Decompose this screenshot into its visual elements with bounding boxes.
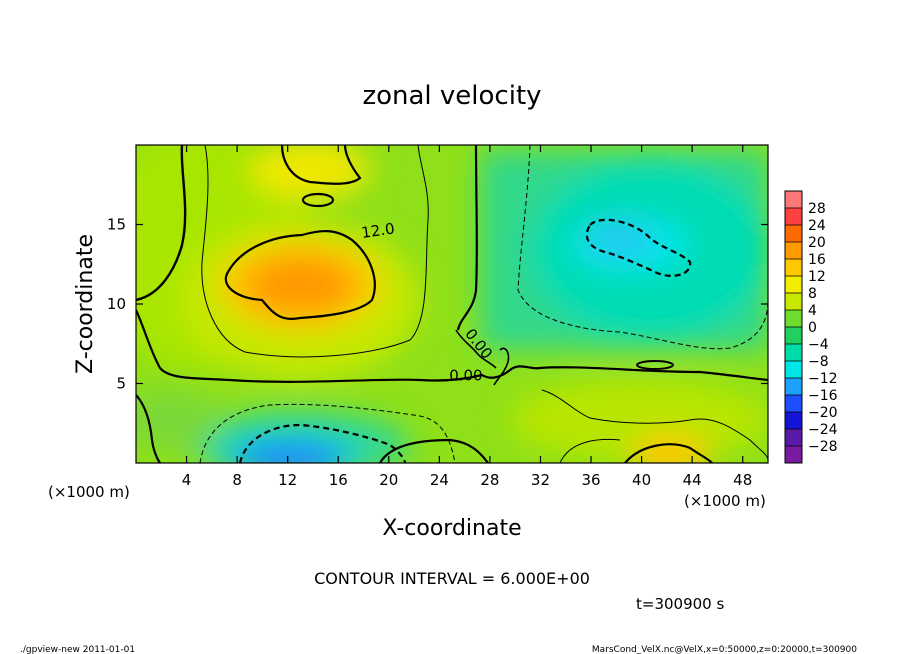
x-tick-label: 4 (182, 471, 192, 489)
colorbar-label: 4 (808, 303, 817, 319)
x-axis-ticks: 4 8 12 16 20 24 28 32 36 40 44 48 (182, 145, 752, 489)
colorbar-segment (785, 429, 802, 447)
footer-right: MarsCond_VelX.nc@VelX,x=0:50000,z=0:2000… (592, 645, 857, 654)
colorbar-segment (785, 225, 802, 243)
contour-12-small (301, 192, 335, 208)
colorbar-label: 20 (808, 235, 826, 251)
x-axis-label: X-coordinate (382, 516, 521, 541)
colorbar-segment (785, 208, 802, 226)
contour-neg6-lower (199, 403, 456, 463)
colorbar-label: 0 (808, 320, 817, 336)
colorbar-segment (785, 242, 802, 260)
contour-lines (136, 145, 768, 463)
colorbar-segment (785, 293, 802, 311)
colorbar-label: −12 (808, 371, 838, 387)
contour-12-top (280, 145, 362, 185)
x-tick-label: 8 (232, 471, 242, 489)
colorbar-segment (785, 310, 802, 328)
colorbar-segment (785, 327, 802, 345)
y-axis-ticks: 5 10 15 (107, 216, 768, 393)
colorbar-segment (785, 378, 802, 396)
x-tick-label: 20 (379, 471, 398, 489)
colorbar-segment (785, 191, 802, 209)
contour-0-vertical (456, 145, 478, 331)
chart-title: zonal velocity (362, 81, 541, 111)
contour-0-lower (136, 309, 768, 383)
contour-0-bottom-left (136, 394, 161, 463)
contour-6-lower-right (541, 389, 768, 463)
colorbar-label: −8 (808, 354, 829, 370)
contour-labels: 12.00.000.00 (360, 219, 496, 384)
colorbar-label: −4 (808, 337, 829, 353)
y-tick-label: 10 (107, 295, 126, 313)
x-tick-label: 40 (632, 471, 651, 489)
contour-6 (201, 145, 429, 358)
contour-interval: CONTOUR INTERVAL = 6.000E+00 (314, 569, 590, 588)
x-unit-note: (×1000 m) (48, 483, 130, 501)
colorbar-label: −28 (808, 439, 838, 455)
x-tick-label: 12 (278, 471, 297, 489)
colorbar-segment (785, 395, 802, 413)
colorbar-label: −24 (808, 422, 838, 438)
y-tick-label: 5 (116, 375, 126, 393)
colorbar-segment (785, 412, 802, 430)
colorbar-label: 28 (808, 201, 826, 217)
contour-label: 0.00 (449, 366, 482, 384)
y-unit-note: (×1000 m) (684, 492, 766, 510)
x-tick-label: 28 (480, 471, 499, 489)
colorbar-label: 16 (808, 252, 826, 268)
contour-0-bottom-right (624, 443, 713, 463)
x-tick-label: 48 (733, 471, 752, 489)
colorbar-label: 12 (808, 269, 826, 285)
colorbar-label: 24 (808, 218, 826, 234)
contour-neg12-right (585, 218, 692, 277)
field-color-blobs (136, 145, 768, 463)
x-tick-label: 44 (683, 471, 702, 489)
y-tick-label: 15 (107, 216, 126, 234)
x-tick-label: 32 (531, 471, 550, 489)
colorbar-segment (785, 344, 802, 362)
contour-label: 12.0 (360, 219, 396, 241)
contour-neg12-lower (238, 423, 407, 463)
colorbar-label: 8 (808, 286, 817, 302)
contour-0-upper (136, 145, 187, 302)
contour-12 (224, 230, 376, 320)
colorbar-label: −20 (808, 405, 838, 421)
x-tick-label: 24 (430, 471, 449, 489)
contour-0-bottom-mid (379, 438, 489, 463)
plot-area (136, 145, 768, 463)
contour-small-ring (636, 360, 674, 370)
colorbar-segment (785, 276, 802, 294)
x-tick-label: 36 (581, 471, 600, 489)
colorbar-segment (785, 446, 802, 464)
footer-left: ./gpview-new 2011-01-01 (20, 645, 135, 654)
contour-0-wiggle (455, 329, 510, 386)
x-tick-label: 16 (329, 471, 348, 489)
colorbar-segment (785, 259, 802, 277)
colorbar-segment (785, 361, 802, 379)
y-axis-label: Z-coordinate (73, 234, 98, 374)
colorbar-label: −16 (808, 388, 838, 404)
time-label: t=300900 s (636, 595, 724, 613)
